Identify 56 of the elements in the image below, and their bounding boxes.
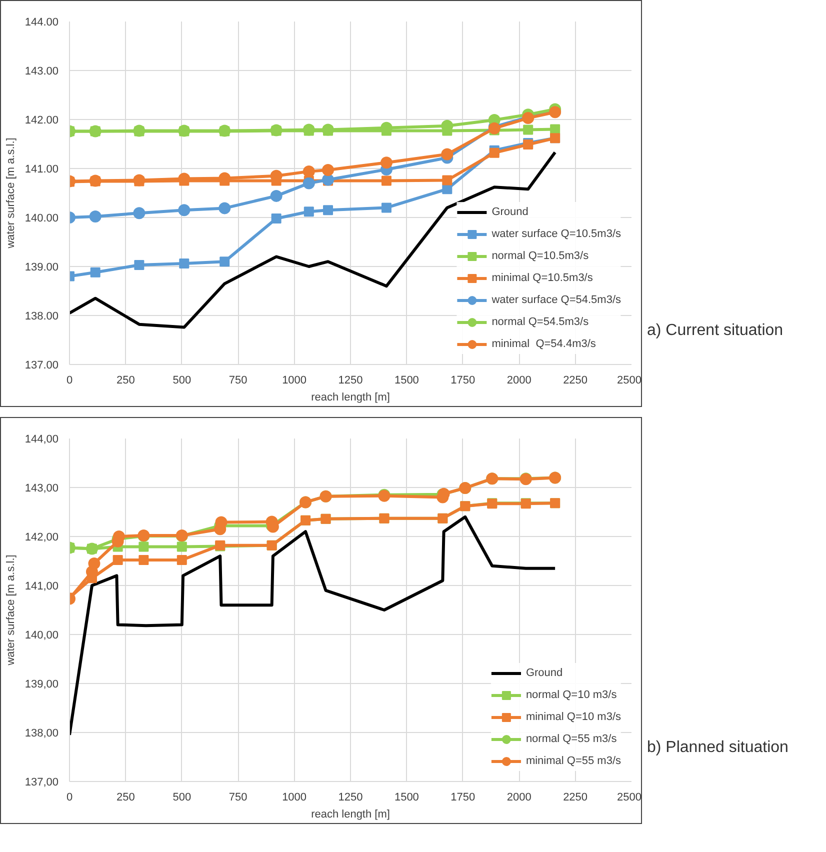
y-tick-label: 141,00 bbox=[24, 580, 59, 592]
legend-label: minimal Q=10 m3/s bbox=[526, 711, 621, 723]
x-tick-label: 250 bbox=[116, 792, 135, 804]
legend-label: normal Q=10.5m3/s bbox=[492, 250, 589, 262]
x-tick-label: 500 bbox=[172, 374, 192, 386]
x-tick-label: 500 bbox=[172, 792, 192, 804]
legend-label: normal Q=54.5m3/s bbox=[492, 316, 589, 328]
y-tick-label: 142.00 bbox=[24, 114, 59, 126]
x-tick-label: 2500 bbox=[617, 792, 642, 804]
x-tick-label: 1000 bbox=[282, 792, 307, 804]
x-tick-label: 1000 bbox=[282, 374, 307, 386]
x-tick-label: 1500 bbox=[394, 792, 419, 804]
text: a) Current situation bbox=[647, 321, 784, 341]
x-tick-label: 2000 bbox=[506, 374, 532, 386]
y-axis-title: water surface [m a.s.l.] bbox=[4, 554, 17, 666]
y-tick-label: 137,00 bbox=[24, 776, 59, 788]
legend-label: minimal Q=54.4m3/s bbox=[492, 338, 596, 350]
y-tick-label: 138,00 bbox=[24, 728, 59, 740]
x-tick-label: 0 bbox=[66, 374, 73, 386]
legend-label: water surface Q=54.5m3/s bbox=[492, 294, 621, 306]
legend-label: water surface Q=10.5m3/s bbox=[492, 228, 621, 240]
legend-label: minimal Q=55 m3/s bbox=[526, 755, 621, 767]
legend-label: Ground bbox=[526, 667, 563, 679]
y-tick-label: 143.00 bbox=[24, 66, 59, 78]
y-tick-label: 144.00 bbox=[24, 16, 59, 28]
text: b) Planned situation bbox=[647, 738, 788, 758]
x-tick-label: 2250 bbox=[563, 374, 588, 386]
legend-label: normal Q=55 m3/s bbox=[526, 733, 617, 745]
x-tick-label: 2500 bbox=[617, 374, 642, 386]
x-tick-label: 750 bbox=[228, 374, 248, 386]
x-tick-label: 0 bbox=[66, 792, 73, 804]
x-axis-title: reach length [m] bbox=[311, 808, 390, 820]
x-axis-title: reach length [m] bbox=[311, 392, 390, 404]
legend-label: normal Q=10 m3/s bbox=[526, 689, 617, 701]
x-tick-label: 1250 bbox=[338, 374, 363, 386]
x-tick-label: 750 bbox=[228, 792, 248, 804]
y-tick-label: 143,00 bbox=[24, 482, 59, 494]
y-tick-label: 144,00 bbox=[24, 434, 59, 446]
y-tick-label: 139,00 bbox=[24, 678, 59, 690]
x-tick-label: 1250 bbox=[338, 792, 363, 804]
x-tick-label: 1750 bbox=[450, 374, 476, 386]
y-tick-label: 140,00 bbox=[24, 630, 59, 642]
y-tick-label: 139.00 bbox=[24, 262, 59, 274]
y-tick-label: 140.00 bbox=[24, 212, 59, 224]
y-tick-label: 141.00 bbox=[24, 164, 59, 176]
x-tick-label: 1750 bbox=[450, 792, 476, 804]
y-tick-label: 138.00 bbox=[24, 310, 59, 322]
x-tick-label: 2250 bbox=[563, 792, 588, 804]
legend-label: Ground bbox=[492, 206, 528, 218]
legend-label: minimal Q=10.5m3/s bbox=[492, 272, 593, 284]
y-tick-label: 142,00 bbox=[24, 532, 59, 544]
y-tick-label: 137.00 bbox=[24, 360, 59, 372]
x-tick-label: 1500 bbox=[394, 374, 419, 386]
x-tick-label: 2000 bbox=[506, 792, 532, 804]
x-tick-label: 250 bbox=[116, 374, 135, 386]
y-axis-title: water surface [m a.s.l.] bbox=[4, 138, 17, 250]
